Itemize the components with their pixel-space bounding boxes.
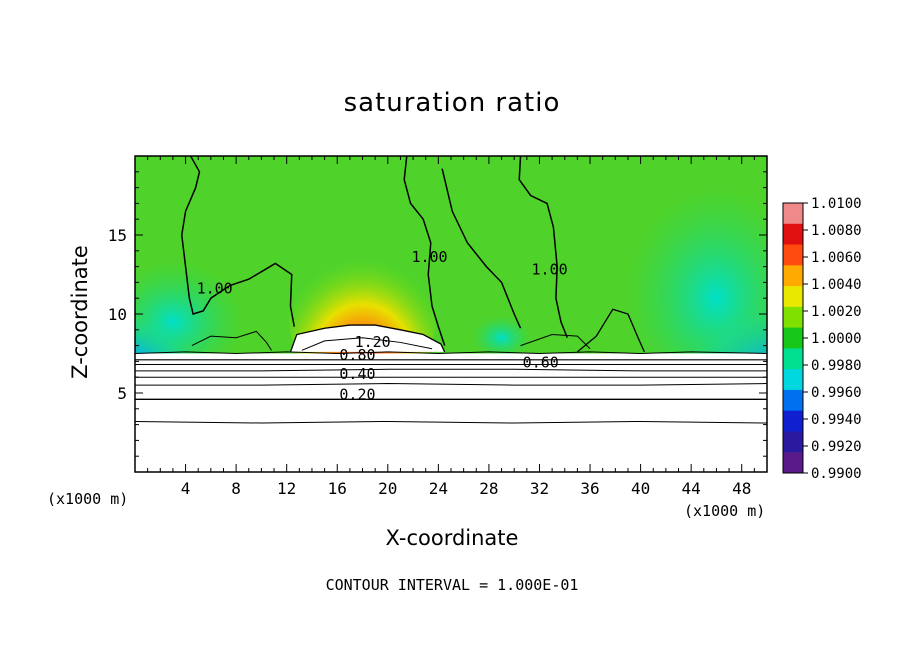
colorbar-swatch (783, 410, 803, 432)
y-tick-label: 15 (108, 226, 127, 245)
contour-line (518, 156, 568, 338)
x-tick-label: 8 (231, 479, 241, 498)
contour-label: 0.60 (523, 354, 559, 372)
x-tick-label: 12 (277, 479, 296, 498)
colorbar-swatch (783, 327, 803, 349)
colorbar-label: 1.0100 (811, 196, 862, 212)
chart-title: saturation ratio (343, 88, 561, 118)
colorbar-swatch (783, 452, 803, 474)
x-axis-label: X-coordinate (385, 526, 519, 550)
colorbar-swatch (783, 244, 803, 266)
x-tick-label: 40 (631, 479, 650, 498)
colorbar-label: 0.9920 (811, 439, 862, 455)
y-axis-ticks: 5 10 15 (108, 171, 767, 457)
x-tick-label: 32 (530, 479, 549, 498)
colorbar-label: 1.0080 (811, 223, 862, 239)
colorbar-label: 1.0060 (811, 250, 862, 266)
subsaturated-region (135, 353, 767, 472)
contour-line (289, 324, 446, 353)
contour-line (191, 330, 272, 351)
x-tick-label: 28 (479, 479, 498, 498)
x-tick-label: 4 (181, 479, 191, 498)
colorbar-swatch (783, 389, 803, 412)
y-tick-label: 5 (117, 384, 127, 403)
colorbar-label: 0.9940 (811, 412, 862, 428)
colorbar-label: 0.9980 (811, 358, 862, 374)
x-tick-label: 20 (378, 479, 397, 498)
colorbar-label: 1.0020 (811, 304, 862, 320)
contour-labels: 1.00 1.00 1.00 1.200.80 0.60 0.40 0.20 (197, 248, 568, 403)
colorbar-swatch (783, 265, 803, 287)
contour-label: 0.40 (339, 365, 375, 383)
colorbar-swatch (783, 223, 803, 246)
colorbar-label: 0.9900 (811, 466, 862, 482)
colorbar-swatch (783, 348, 803, 370)
y-axis-label: Z-coordinate (68, 245, 92, 379)
x-axis-ticks: 4 8 12 16 20 24 28 32 36 40 44 48 (147, 156, 755, 498)
y-tick-label: 10 (108, 305, 127, 324)
colorbar-swatch (783, 431, 803, 453)
x-tick-label: 44 (682, 479, 701, 498)
contour-line (301, 337, 433, 351)
x-tick-label: 48 (732, 479, 751, 498)
contour-label: 0.20 (339, 385, 375, 403)
contour-lines (135, 156, 767, 424)
colorbar-swatch (783, 203, 803, 225)
contour-label: 0.80 (339, 346, 375, 364)
contour-line (135, 383, 767, 386)
contour-line (403, 156, 446, 346)
colorbar-label: 1.0040 (811, 277, 862, 293)
colorbar-label: 0.9960 (811, 385, 862, 401)
colorbar-swatch (783, 369, 803, 391)
x-tick-label: 36 (580, 479, 599, 498)
x-tick-label: 16 (328, 479, 347, 498)
contour-label: 1.00 (197, 279, 233, 297)
x-axis-unit: (x1000 m) (684, 502, 766, 520)
contour-label: 1.20 (355, 333, 391, 351)
contour-label: 1.00 (411, 248, 447, 266)
contour-line (576, 308, 645, 353)
colorbar-label: 1.0000 (811, 331, 862, 347)
contour-line (135, 420, 767, 424)
contour-line (135, 368, 767, 372)
contour-line (441, 168, 522, 329)
colorbar-swatch (783, 306, 803, 329)
contour-label: 1.00 (532, 261, 568, 279)
contour-line (181, 156, 296, 327)
x-tick-label: 24 (429, 479, 448, 498)
heatmap-field (135, 156, 767, 472)
y-axis-unit: (x1000 m) (47, 490, 129, 508)
colorbar: 1.0100 1.0080 1.0060 1.0040 1.0020 1.0000 0.99… (782, 196, 862, 482)
cyan-region-mid (471, 315, 532, 360)
contour-line (135, 351, 767, 355)
contour-interval-note: CONTOUR INTERVAL = 1.000E-01 (325, 576, 579, 594)
contour-line (520, 334, 591, 350)
colorbar-swatch (783, 286, 803, 308)
